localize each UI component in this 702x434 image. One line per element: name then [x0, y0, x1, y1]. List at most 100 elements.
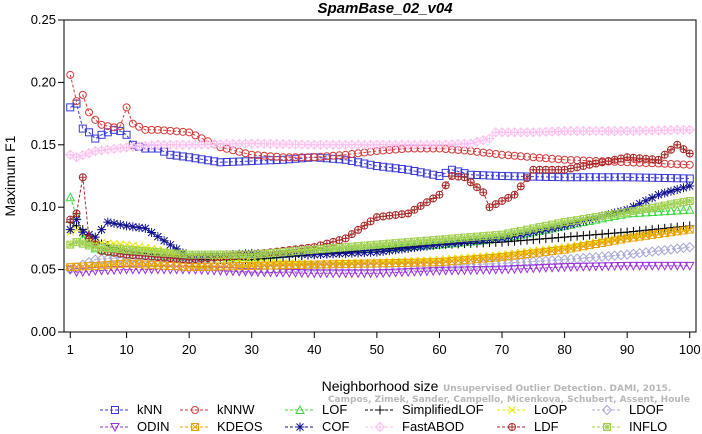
data-point-knn: [404, 165, 413, 174]
data-point-ldf: [366, 217, 375, 226]
data-point-odin: [397, 268, 407, 278]
data-point-knn: [391, 164, 400, 173]
data-point-knnw: [141, 125, 150, 134]
data-point-cof: [172, 244, 182, 254]
data-point-knn: [241, 157, 250, 166]
data-point-ldf: [479, 188, 488, 197]
data-point-knnw: [329, 151, 338, 160]
data-point-fastabod: [65, 149, 76, 160]
data-point-cof: [685, 181, 695, 191]
data-point-knnw: [685, 160, 694, 169]
data-point-knn: [379, 162, 388, 171]
data-point-knn: [416, 168, 425, 177]
data-point-inflo: [598, 212, 607, 221]
data-point-odin: [490, 265, 501, 275]
data-point-knn: [366, 160, 375, 169]
data-point-inflo: [523, 225, 532, 234]
data-point-ldf: [435, 190, 444, 199]
data-point-cof: [347, 248, 357, 258]
data-point-inflo: [78, 239, 87, 248]
data-point-lof: [622, 208, 633, 218]
legend-marker: [374, 421, 386, 433]
data-point-cof: [153, 232, 163, 242]
data-point-inflo: [666, 200, 675, 209]
y-axis-label: Maximum F1: [2, 135, 18, 216]
legend-label: LDF: [534, 419, 559, 434]
data-point-odin: [253, 268, 263, 278]
data-point-cof: [372, 247, 382, 257]
data-point-knnw: [260, 151, 269, 160]
data-point-simplifiedlof: [628, 227, 638, 237]
x-axis-label: Neighborhood size: [322, 378, 439, 394]
data-point-odin: [303, 269, 313, 279]
legend-item-inflo: INFLO: [592, 419, 667, 434]
data-point-ldf: [666, 145, 675, 154]
data-point-odin: [616, 261, 626, 272]
x-tick-label: 50: [370, 342, 384, 357]
data-point-cof: [328, 249, 338, 259]
data-point-knn: [673, 174, 682, 183]
data-point-knn: [660, 173, 669, 182]
data-point-cof: [628, 202, 638, 212]
data-point-ldf: [510, 190, 519, 199]
data-point-lof: [616, 209, 626, 219]
data-point-knnw: [291, 153, 300, 162]
data-point-knnw: [110, 123, 119, 132]
data-point-ldf: [598, 158, 607, 167]
data-point-odin: [127, 265, 138, 275]
data-point-odin: [315, 269, 326, 279]
data-point-ldf: [347, 230, 356, 239]
data-point-cof: [666, 186, 676, 196]
data-point-odin: [309, 269, 320, 279]
series-layer: [65, 70, 695, 279]
data-point-knn: [253, 156, 262, 165]
data-point-cof: [322, 249, 332, 259]
data-point-knn: [504, 172, 513, 181]
legend-marker: [508, 423, 517, 431]
y-tick-label: 0.05: [31, 262, 56, 277]
data-point-cof: [403, 243, 413, 253]
data-point-inflo: [560, 218, 569, 227]
data-point-knn: [354, 158, 363, 167]
data-point-knnw: [72, 97, 81, 106]
data-point-knn: [472, 171, 481, 180]
data-point-knnw: [341, 150, 350, 159]
data-point-odin: [234, 267, 245, 277]
data-point-knnw: [147, 125, 156, 134]
data-point-knn: [222, 158, 231, 167]
data-point-cof: [316, 249, 326, 259]
data-point-knn: [228, 157, 237, 166]
data-point-ldf: [85, 234, 94, 243]
data-point-knnw: [679, 160, 688, 169]
data-point-odin: [528, 264, 539, 274]
data-point-knn: [385, 163, 394, 172]
data-point-odin: [641, 261, 651, 271]
data-point-ldf: [566, 164, 575, 173]
data-point-inflo: [623, 208, 632, 217]
data-point-lof: [672, 205, 683, 215]
data-point-ldf: [654, 155, 663, 164]
data-point-knnw: [253, 151, 262, 160]
data-point-inflo: [648, 203, 657, 212]
data-point-ldf: [616, 154, 625, 163]
data-point-ldf: [679, 145, 688, 154]
x-tick-label: 90: [620, 342, 634, 357]
data-point-inflo: [579, 215, 588, 224]
data-point-knn: [591, 173, 600, 182]
data-point-ldf: [441, 181, 450, 190]
data-point-ldf: [673, 140, 682, 149]
data-point-knn: [97, 130, 106, 139]
legend-label: LDOF: [629, 402, 664, 417]
data-point-knn: [410, 167, 419, 176]
data-point-cof: [147, 228, 157, 238]
data-point-odin: [96, 266, 107, 276]
data-point-inflo: [566, 217, 575, 226]
data-point-knnw: [185, 128, 194, 137]
data-point-inflo: [673, 199, 682, 208]
data-point-knnw: [85, 108, 94, 117]
data-point-odin: [246, 268, 257, 278]
data-point-fastabod: [484, 133, 495, 144]
data-point-odin: [228, 267, 238, 277]
data-point-cof: [341, 248, 351, 258]
data-point-odin: [559, 263, 570, 273]
